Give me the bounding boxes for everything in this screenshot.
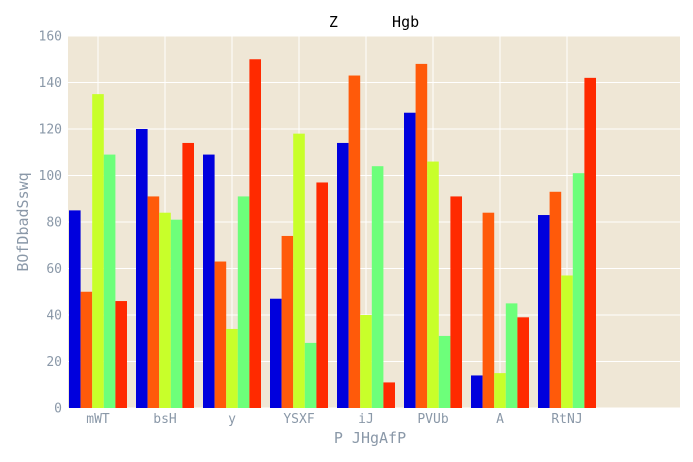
bar-A-5 (517, 317, 529, 408)
y-tick-label: 20 (46, 355, 62, 370)
x-tick-label: A (496, 412, 504, 427)
y-tick-label: 140 (39, 76, 62, 91)
bar-PVUb-3 (427, 161, 439, 408)
bar-bsH-4 (170, 219, 183, 408)
bar-RtNJ-4 (572, 173, 585, 408)
bar-PVUb-2 (415, 63, 428, 409)
y-tick-label: 100 (39, 169, 62, 184)
x-tick-label: YSXF (283, 412, 314, 427)
bar-iJ-2 (348, 75, 361, 409)
bar-bsH-5 (182, 142, 194, 408)
x-tick-label: bsH (153, 412, 176, 427)
x-tick-label: RtNJ (551, 412, 582, 427)
x-tick-label: PVUb (417, 412, 448, 427)
y-axis-label: BOfDbadSswq (14, 172, 32, 271)
bar-iJ-3 (360, 315, 372, 408)
y-tick-label: 0 (54, 402, 62, 417)
bar-mWT-4 (103, 154, 116, 408)
bar-RtNJ-3 (561, 275, 573, 408)
bar-RtNJ-2 (549, 191, 562, 408)
bar-PVUb-5 (450, 196, 462, 408)
y-tick-labels: 0 20 40 60 80 100 120 140 160 (39, 30, 62, 417)
bar-y-2 (214, 261, 227, 408)
x-axis-label: P JHgAfP (334, 429, 406, 447)
bar-YSXF-3 (293, 133, 305, 408)
bar-RtNJ-1 (538, 215, 550, 408)
bar-mWT-1 (69, 210, 81, 408)
bar-mWT-5 (115, 301, 127, 408)
chart-title: Z Hgb (329, 13, 419, 31)
bar-bsH-3 (159, 212, 171, 408)
y-tick-label: 160 (39, 30, 62, 45)
y-tick-label: 40 (46, 309, 62, 324)
bar-y-1 (203, 154, 215, 408)
bar-y-5 (249, 59, 261, 408)
bar-YSXF-5 (316, 182, 328, 408)
bar-YSXF-4 (304, 342, 317, 408)
y-tick-label: 120 (39, 123, 62, 138)
bar-y-4 (237, 196, 250, 408)
x-tick-label: y (228, 412, 236, 427)
bar-A-2 (482, 212, 495, 408)
bar-YSXF-2 (281, 235, 294, 408)
bar-YSXF-1 (270, 298, 282, 408)
bar-PVUb-4 (438, 335, 451, 408)
bar-y-3 (226, 328, 238, 408)
bars (69, 59, 596, 409)
bar-mWT-2 (80, 291, 93, 408)
bar-iJ-1 (337, 142, 349, 408)
bar-A-1 (471, 375, 483, 408)
x-tick-label: iJ (358, 412, 374, 427)
bar-mWT-3 (92, 94, 104, 408)
y-tick-label: 80 (46, 216, 62, 231)
bar-A-3 (494, 373, 506, 408)
bar-A-4 (505, 303, 518, 408)
y-tick-label: 60 (46, 262, 62, 277)
bar-iJ-4 (371, 166, 384, 408)
bar-PVUb-1 (404, 112, 416, 408)
bar-iJ-5 (383, 382, 395, 408)
x-tick-labels: mWT bsH y YSXF iJ PVUb A RtNJ (86, 412, 582, 427)
bar-RtNJ-5 (584, 77, 596, 408)
bar-bsH-1 (136, 129, 148, 408)
x-tick-label: mWT (86, 412, 110, 427)
bar-bsH-2 (147, 196, 160, 408)
